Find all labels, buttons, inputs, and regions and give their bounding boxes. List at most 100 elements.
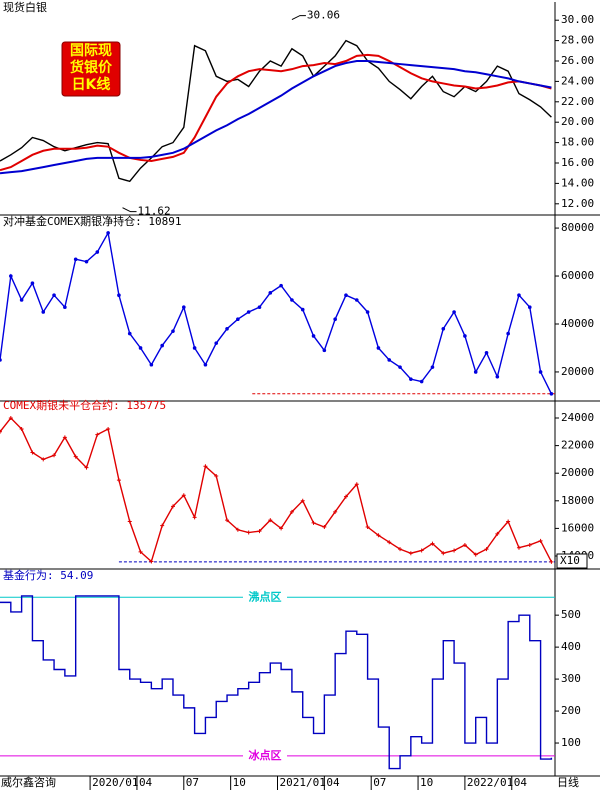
marker xyxy=(517,293,521,298)
panel-title: 基金行为: 54.09 xyxy=(3,568,93,582)
badge-text: 日K线 xyxy=(72,76,111,93)
marker xyxy=(289,509,294,514)
marker xyxy=(344,293,348,298)
marker xyxy=(279,283,283,288)
marker xyxy=(333,509,338,514)
y-tick-label: 16000 xyxy=(561,521,594,534)
scale-box xyxy=(556,553,588,569)
marker xyxy=(463,334,467,338)
series-line xyxy=(0,39,552,183)
marker xyxy=(516,545,521,550)
y-tick-label: 40000 xyxy=(561,317,594,330)
y-tick-label: 16.00 xyxy=(561,156,594,169)
panel-title: COMEX期银未平仓合约: 135775 xyxy=(3,398,166,412)
marker xyxy=(441,551,446,556)
y-tick-label: 22000 xyxy=(561,439,594,452)
marker xyxy=(441,326,446,331)
marker xyxy=(214,341,219,345)
panel-title: 对冲基金COMEX期银净持仓: 10891 xyxy=(3,214,181,228)
marker xyxy=(84,259,89,264)
marker xyxy=(19,427,24,432)
marker xyxy=(311,334,316,338)
y-tick-label: 500 xyxy=(561,608,581,621)
marker xyxy=(41,310,46,314)
zone-label-bg xyxy=(243,590,287,605)
annotation: 30.06 xyxy=(307,9,340,22)
marker xyxy=(268,518,273,523)
zone-label-bg xyxy=(243,748,287,763)
marker xyxy=(41,457,46,462)
marker xyxy=(160,343,164,348)
marker xyxy=(181,305,186,310)
x-tick-label: 07 xyxy=(186,776,199,789)
y-tick-label: 80000 xyxy=(561,221,594,234)
annotation-pointer xyxy=(291,15,306,21)
marker xyxy=(106,231,110,235)
x-tick-label: 04 xyxy=(326,776,340,789)
marker xyxy=(538,538,543,543)
marker xyxy=(452,310,456,314)
y-tick-label: 30.00 xyxy=(561,13,594,26)
marker xyxy=(192,346,197,350)
badge-text: 货银价 xyxy=(69,59,113,76)
marker xyxy=(9,274,13,278)
marker xyxy=(408,551,413,556)
marker xyxy=(73,454,78,459)
x-tick-label: 10 xyxy=(420,776,433,789)
y-tick-label: 20000 xyxy=(561,466,594,479)
y-tick-label: 400 xyxy=(561,640,581,653)
x-tick-label: 2021/01 xyxy=(280,776,326,789)
marker xyxy=(214,473,219,478)
marker xyxy=(52,293,56,298)
y-tick-label: 300 xyxy=(561,672,581,685)
source: 威尔鑫咨询 xyxy=(1,775,56,789)
marker xyxy=(127,519,132,524)
marker xyxy=(495,374,500,379)
y-tick-label: 60000 xyxy=(561,269,594,282)
marker xyxy=(387,358,392,362)
marker xyxy=(116,478,121,483)
marker xyxy=(106,427,111,432)
marker xyxy=(236,317,240,321)
marker xyxy=(138,549,143,554)
y-tick-label: 200 xyxy=(561,704,581,717)
marker xyxy=(354,482,359,487)
marker xyxy=(549,391,554,396)
marker xyxy=(225,518,230,523)
marker xyxy=(19,298,24,302)
marker xyxy=(0,429,2,434)
marker xyxy=(279,526,284,531)
y-tick-label: 100 xyxy=(561,736,581,749)
x-tick-label: 2022/01 xyxy=(467,776,513,789)
marker xyxy=(484,350,489,355)
panel-title: 现货白银 xyxy=(3,0,47,14)
marker xyxy=(62,435,67,440)
marker xyxy=(473,552,478,557)
marker xyxy=(376,533,381,538)
y-tick-label: 20.00 xyxy=(561,115,594,128)
marker xyxy=(300,498,305,503)
period: 日线 xyxy=(557,775,579,789)
marker xyxy=(311,520,316,525)
marker xyxy=(527,542,532,547)
marker xyxy=(30,450,35,455)
marker xyxy=(257,305,262,310)
marker xyxy=(95,432,100,437)
y-tick-label: 18000 xyxy=(561,494,594,507)
y-tick-label: 26.00 xyxy=(561,54,594,67)
marker xyxy=(84,465,89,470)
y-tick-label: 28.00 xyxy=(561,34,594,47)
marker xyxy=(495,531,500,536)
marker xyxy=(290,298,294,302)
marker xyxy=(52,453,57,458)
marker xyxy=(160,523,165,528)
marker xyxy=(419,379,424,384)
series-line xyxy=(0,53,552,172)
marker xyxy=(365,310,370,314)
marker xyxy=(527,305,532,310)
marker xyxy=(376,346,381,350)
x-tick-label: 04 xyxy=(139,776,153,789)
marker xyxy=(170,504,175,509)
